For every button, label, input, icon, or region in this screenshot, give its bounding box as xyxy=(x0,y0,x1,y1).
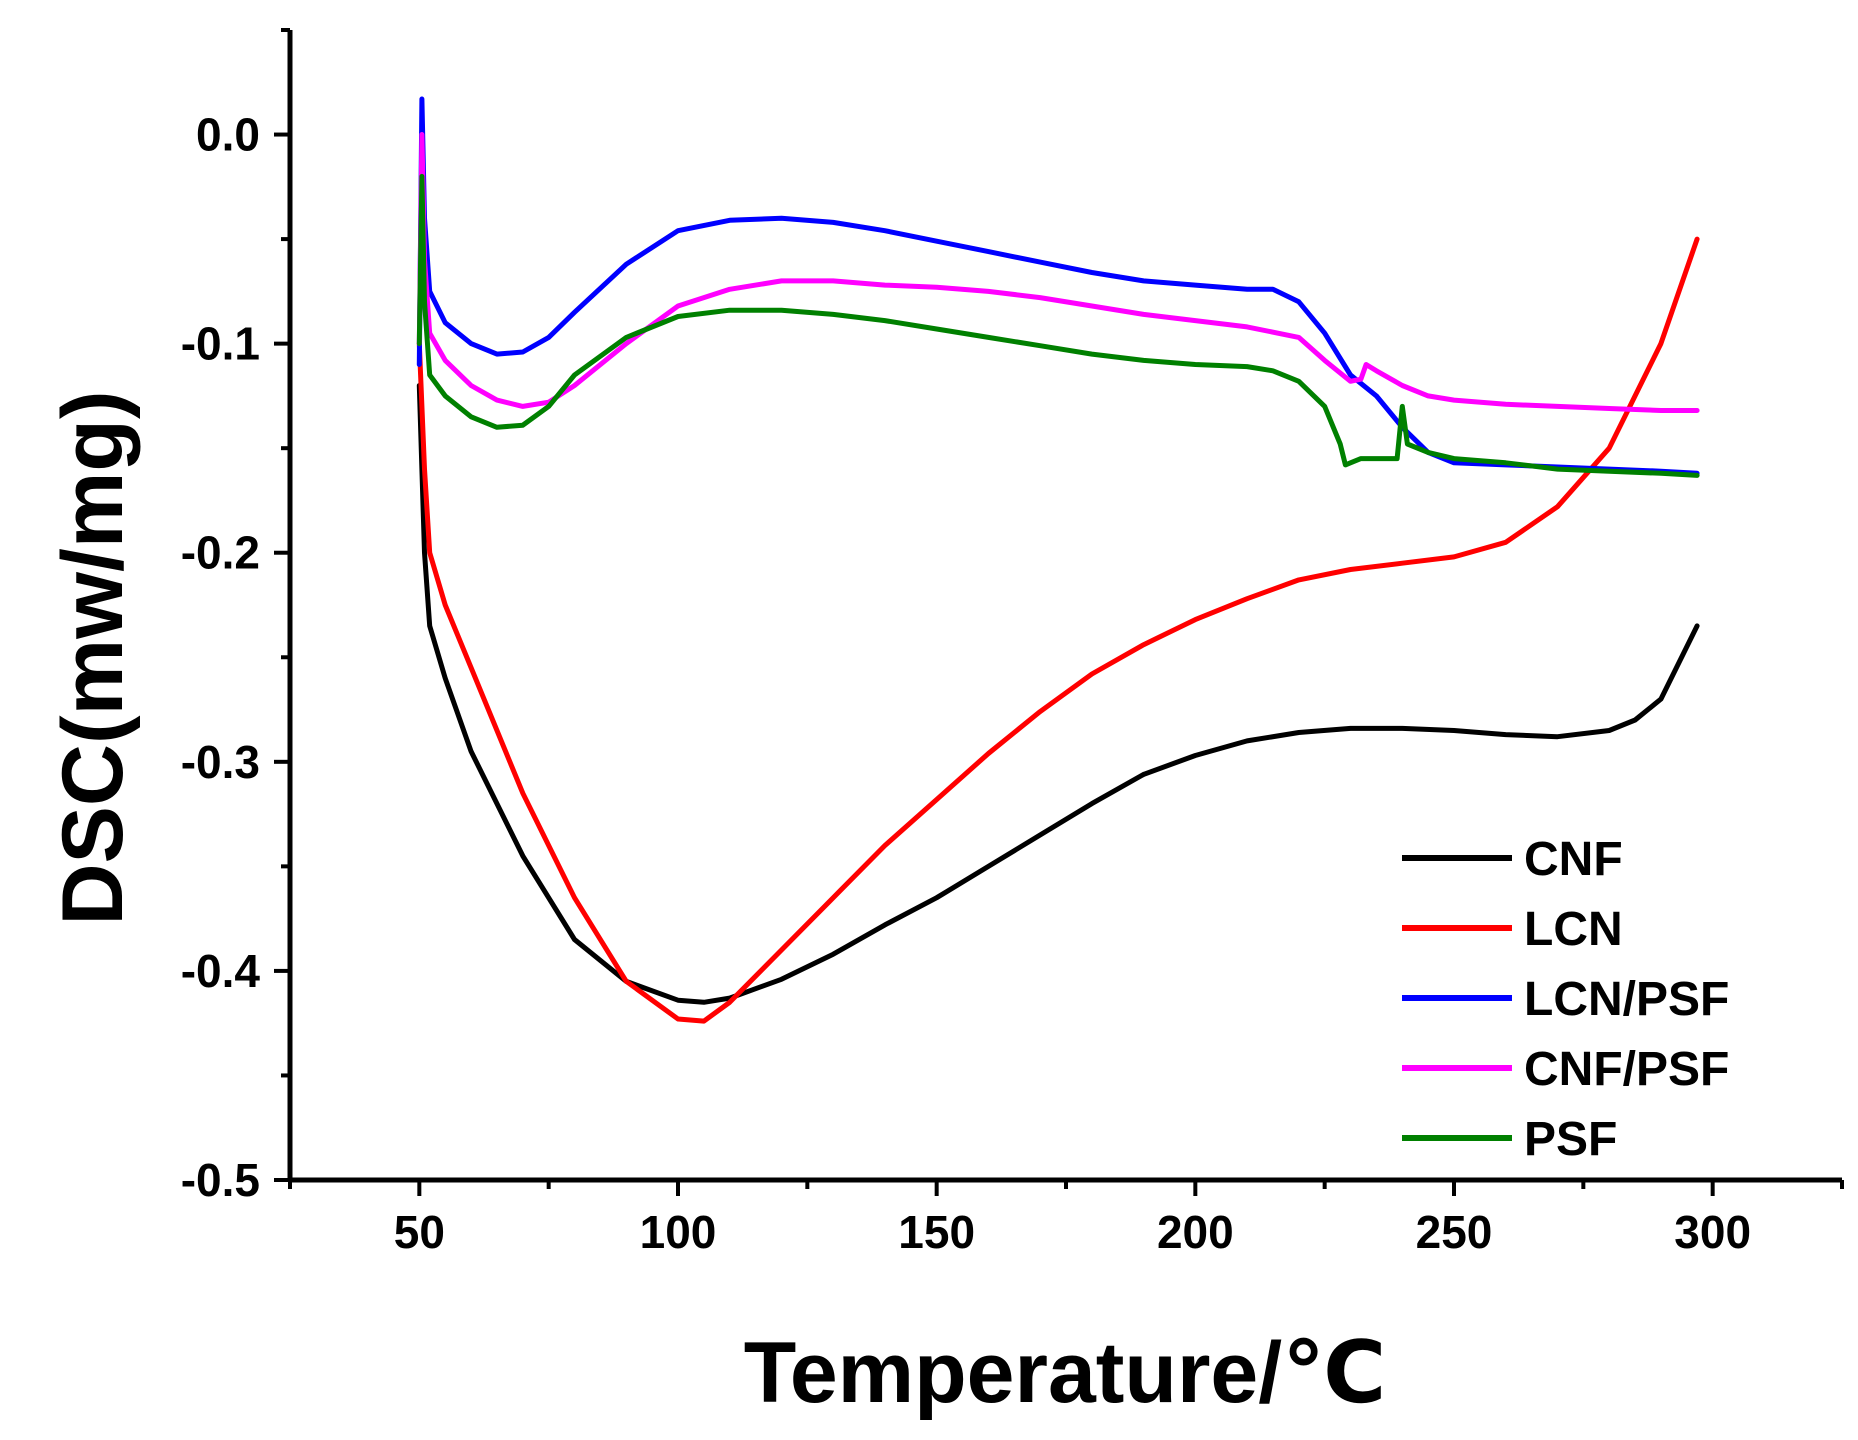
y-tick-label: 0.0 xyxy=(196,109,260,161)
x-tick-label: 100 xyxy=(640,1206,717,1258)
legend: CNF LCN LCN/PSF CNF/PSF PSF xyxy=(1402,833,1729,1166)
x-tick-label: 200 xyxy=(1157,1206,1234,1258)
x-tick-label: 50 xyxy=(394,1206,445,1258)
series-line-cnf xyxy=(416,383,1700,1005)
x-axis-title: Temperature/℃ xyxy=(744,1325,1387,1421)
legend-label: CNF/PSF xyxy=(1524,1043,1729,1096)
x-tick-label: 250 xyxy=(1416,1206,1493,1258)
legend-label: PSF xyxy=(1524,1113,1617,1166)
y-tick-label: -0.2 xyxy=(181,527,260,579)
x-tick-label: 150 xyxy=(898,1206,975,1258)
legend-label: LCN xyxy=(1524,903,1623,956)
legend-label: LCN/PSF xyxy=(1524,973,1729,1026)
x-axis-ticks: 50 100 150 200 250 300 xyxy=(288,1180,1844,1258)
series-line-lcn xyxy=(416,236,1700,1024)
y-tick-label: -0.5 xyxy=(181,1154,260,1206)
y-tick-label: -0.4 xyxy=(181,945,261,997)
y-axis-title: DSC(mw/mg) xyxy=(45,390,141,925)
series-line-cnf-psf xyxy=(416,132,1700,413)
series-line-lcn-psf xyxy=(416,96,1700,476)
y-tick-label: -0.3 xyxy=(181,736,260,788)
series-line-psf xyxy=(416,173,1700,478)
series-layer xyxy=(416,96,1700,1024)
plot-area: -0.5 -0.4 -0.3 -0.2 -0.1 0.0 50 100 150 200 250 30… xyxy=(181,28,1844,1258)
legend-label: CNF xyxy=(1524,833,1623,886)
y-tick-label: -0.1 xyxy=(181,318,260,370)
x-tick-label: 300 xyxy=(1674,1206,1751,1258)
y-axis-ticks: -0.5 -0.4 -0.3 -0.2 -0.1 0.0 xyxy=(181,28,290,1206)
